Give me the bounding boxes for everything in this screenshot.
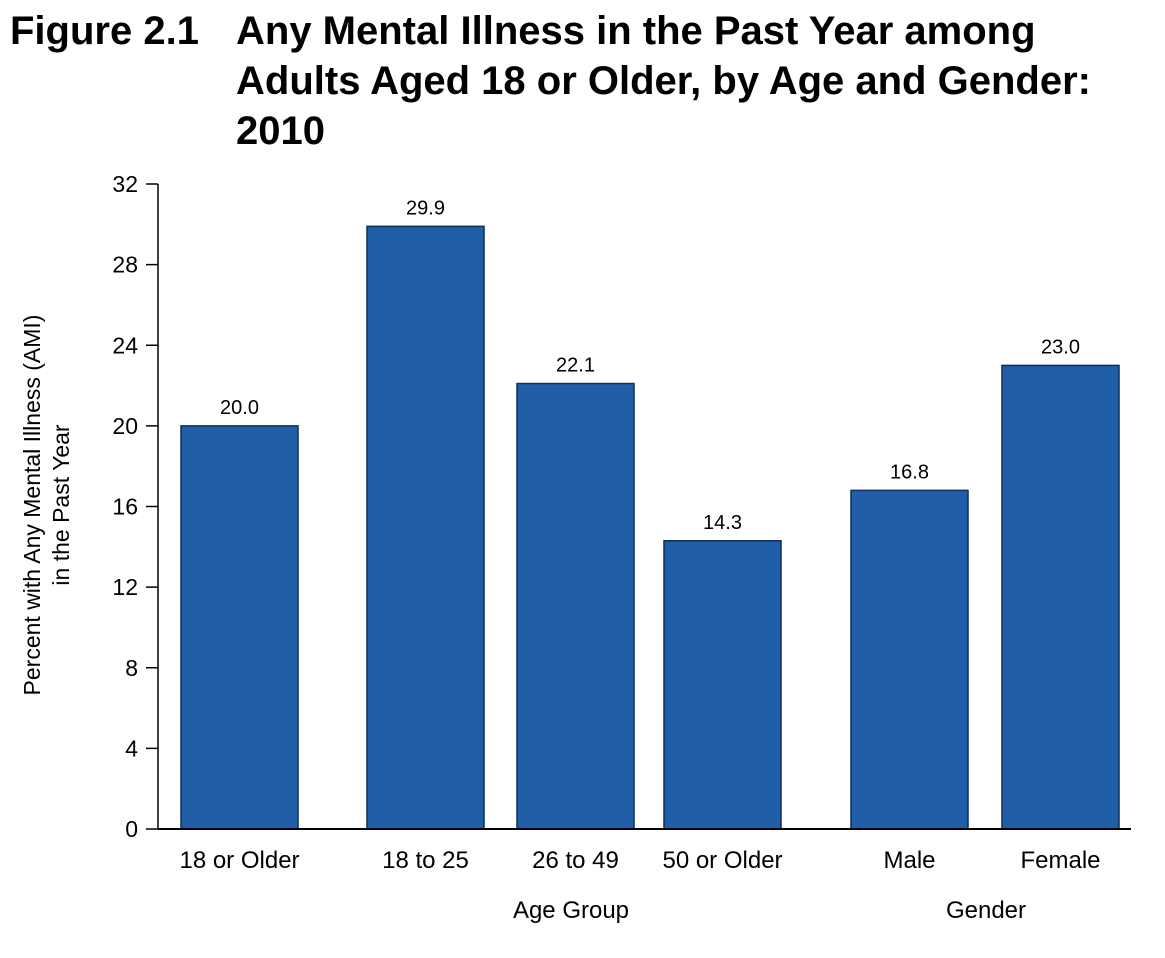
bar-value-label: 14.3	[703, 512, 742, 534]
y-tick-label: 32	[112, 171, 138, 197]
group-label: Gender	[946, 897, 1026, 924]
y-tick-label: 20	[112, 413, 138, 439]
bar	[180, 425, 299, 830]
y-tick-label: 4	[125, 735, 138, 761]
bar	[663, 540, 782, 830]
x-tick-label: 18 or Older	[179, 847, 299, 874]
bar-value-label: 16.8	[890, 461, 929, 483]
x-tick-label: 26 to 49	[532, 847, 619, 874]
x-tick-label: Female	[1020, 847, 1100, 874]
bar	[516, 382, 635, 830]
y-tick-label: 8	[125, 655, 138, 681]
y-axis-label-line-2: in the Past Year	[48, 424, 74, 585]
y-tick-label: 0	[125, 816, 138, 842]
bar	[850, 489, 969, 830]
bar-value-label: 29.9	[406, 197, 445, 219]
y-axis-label-line-1: Percent with Any Mental Illness (AMI)	[19, 315, 45, 696]
bar-value-label: 20.0	[220, 397, 259, 419]
x-tick-label: Male	[883, 847, 935, 874]
y-tick-label: 12	[112, 574, 138, 600]
x-tick-label: 50 or Older	[662, 847, 782, 874]
y-tick-label: 16	[112, 494, 138, 520]
bar	[366, 225, 485, 830]
y-axis-label: Percent with Any Mental Illness (AMI) in…	[19, 315, 74, 696]
y-tick-label: 28	[112, 252, 138, 278]
bar-value-label: 23.0	[1041, 336, 1080, 358]
x-tick-label: 18 to 25	[382, 847, 469, 874]
x-axis: 18 or Older 18 to 25 26 to 49 50 or Older Ma…	[158, 828, 1131, 924]
group-label: Age Group	[513, 897, 629, 924]
figure-number: Figure 2.1	[10, 9, 199, 53]
bar-value-label: 22.1	[556, 355, 595, 377]
y-axis: 0 4 8 12 16 20 24 28 32	[112, 171, 159, 842]
bar	[1001, 364, 1120, 830]
bars: 20.0 29.9 22.1 14.3 16.8 23.0	[180, 197, 1120, 830]
figure-title-text: Any Mental Illness in the Past Year amon…	[236, 9, 1091, 153]
y-tick-label: 24	[112, 332, 138, 358]
